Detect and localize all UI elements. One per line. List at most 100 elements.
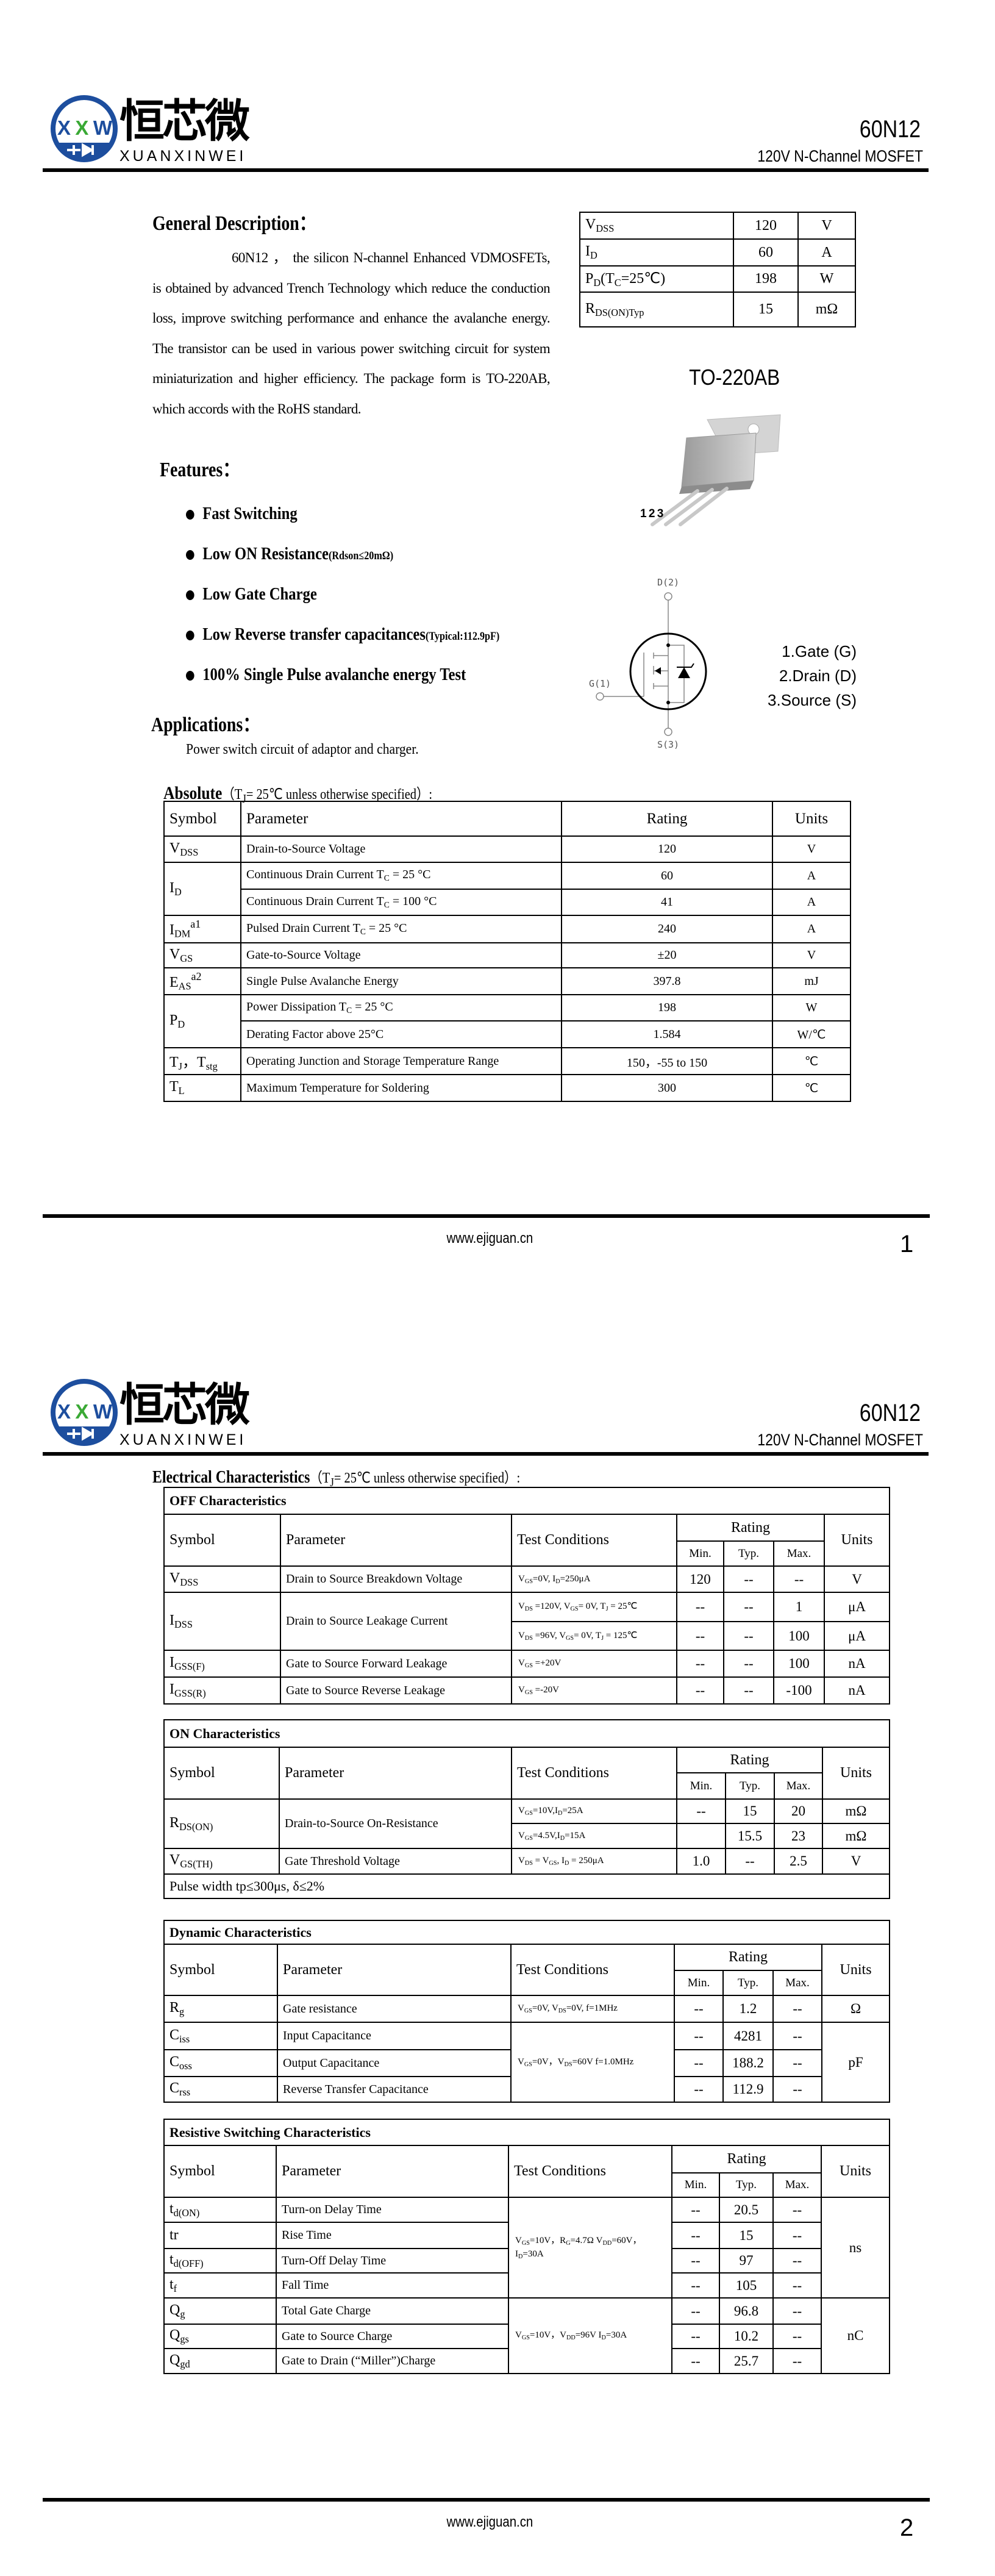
conditions-cell: VGS=0V, VDS=0V, f=1MHz — [510, 1995, 675, 2023]
part-subtitle: 120V N-Channel MOSFET — [757, 147, 923, 165]
max-cell: 23 — [774, 1823, 823, 1849]
feature-item: Fast Switching — [186, 504, 298, 524]
footer-divider — [43, 1214, 930, 1218]
column-header: Min. — [671, 2172, 720, 2198]
table-row: IDSS Drain to Source Leakage Current VDS =… — [163, 1592, 891, 1651]
typ-cell: 96.8 — [719, 2297, 774, 2325]
max-cell: 1 — [773, 1592, 825, 1622]
units-cell: A — [772, 915, 851, 943]
spec-row: PD(TC=25℃) 198 W — [579, 265, 856, 293]
parameter-cell: Turn-Off Delay Time — [276, 2248, 509, 2274]
table-row: Qgd Gate to Drain (“Miller”)Charge -- 25.7-… — [163, 2348, 890, 2374]
units-cell: Ω — [821, 1995, 891, 2023]
parameter-cell: Gate to Source Forward Leakage — [280, 1650, 512, 1678]
rating-cell: 198 — [561, 994, 773, 1021]
bullet-icon — [186, 671, 194, 681]
symbol-cell: VDSS — [163, 835, 241, 863]
symbol-cell: IGSS(F) — [163, 1650, 281, 1678]
units-cell: nA — [823, 1650, 891, 1678]
typ-cell: -- — [723, 1565, 774, 1593]
typ-cell: 1.2 — [722, 1995, 774, 2023]
bullet-icon — [186, 550, 194, 560]
characteristics-table: Dynamic Characteristics Symbol Parameter Te… — [163, 1920, 891, 2103]
typ-cell: -- — [723, 1676, 774, 1705]
max-cell: -- — [772, 2049, 822, 2077]
column-header: Units — [820, 2145, 891, 2198]
parameter-cell: Gate Threshold Voltage — [279, 1848, 512, 1875]
parameter-cell: Continuous Drain Current TC = 100 °C — [240, 889, 562, 916]
min-cell: -- — [676, 1798, 726, 1824]
feature-label: Low Gate Charge — [202, 584, 317, 604]
feature-item: Low Reverse transfer capacitances(Typica… — [186, 624, 499, 645]
symbol-cell: Rg — [163, 1995, 278, 2023]
spec-unit: A — [797, 238, 856, 267]
footer-website[interactable]: www.ejiguan.cn — [446, 2514, 533, 2530]
column-header: Units — [821, 1747, 891, 1800]
footer-website[interactable]: www.ejiguan.cn — [446, 1230, 533, 1247]
page-number: 1 — [900, 1231, 914, 1258]
table-row: EASa2 Single Pulse Avalanche Energy 397.8 m… — [163, 967, 851, 995]
feature-item: Low Gate Charge — [186, 584, 317, 604]
table-note: Pulse width tp≤300μs, δ≤2% — [163, 1873, 891, 1899]
column-header: Test Conditions — [510, 1944, 675, 1996]
symbol-cell: Ciss — [163, 2022, 278, 2050]
typ-cell: 20.5 — [719, 2197, 774, 2223]
mosfet-schematic: D(2) S(3) G(1) — [589, 577, 707, 750]
max-cell: -- — [772, 2272, 822, 2299]
table-row: VDS =96V, VGS= 0V, TJ = 125℃ -- -- 100 μA — [164, 1621, 891, 1651]
spec-symbol: PD(TC=25℃) — [579, 265, 734, 293]
symbol-cell: Qgd — [163, 2348, 277, 2374]
absolute-title: Absolute — [163, 783, 223, 803]
spec-value: 60 — [733, 238, 799, 267]
conditions-cell: VGS=10V，RG=4.7Ω VDD=60V，ID=30A — [508, 2197, 672, 2299]
min-cell: -- — [671, 2297, 720, 2325]
units-cell: W/℃ — [772, 1020, 851, 1048]
table-row: Ciss Input Capacitance VGS=0V，VDS=60V f=1.… — [163, 2022, 891, 2103]
table-row: Qg Total Gate Charge VGS=10V，VDD=96V ID=30… — [163, 2297, 891, 2374]
spec-symbol: ID — [579, 238, 734, 267]
min-cell: 1.0 — [676, 1848, 726, 1875]
table-row: IGSS(F) Gate to Source Forward Leakage VGS… — [163, 1650, 891, 1678]
parameter-cell: Drain to Source Breakdown Voltage — [280, 1565, 512, 1593]
parameter-cell: Drain-to-Source Voltage — [240, 835, 562, 863]
rating-cell: 240 — [561, 915, 773, 943]
pin-1: 1.Gate (G) — [782, 642, 857, 660]
pin-numbers: 1 2 3 — [640, 507, 664, 520]
min-cell: -- — [674, 2076, 724, 2103]
table-row: Crss Reverse Transfer Capacitance -- 112.9-… — [163, 2076, 890, 2103]
conditions-cell: VGS=0V, ID=250μA — [511, 1565, 677, 1593]
conditions-cell: VGS=10V，VDD=96V ID=30A — [508, 2297, 672, 2374]
feature-label: Fast Switching — [202, 504, 298, 523]
package-name: TO-220AB — [689, 365, 780, 390]
typ-cell: 97 — [719, 2248, 774, 2274]
table-row: tr Rise Time -- 15 -- — [163, 2222, 890, 2249]
parameter-cell: Power Dissipation TC = 25 °C — [240, 994, 562, 1021]
rating-cell: ±20 — [561, 942, 773, 968]
max-cell: -- — [772, 2248, 822, 2274]
symbol-cell: RDS(ON) — [163, 1798, 280, 1849]
parameter-cell: Gate to Source Charge — [276, 2324, 509, 2349]
column-header: Typ. — [722, 1970, 774, 1996]
typ-cell: 112.9 — [722, 2076, 774, 2103]
column-header: Typ. — [719, 2172, 774, 2198]
table-row: VGS Gate-to-Source Voltage ±20 V — [163, 942, 851, 968]
parameter-cell: Output Capacitance — [277, 2049, 512, 2077]
symbol-cell: td(OFF) — [163, 2248, 277, 2274]
part-number: 60N12 — [859, 116, 921, 143]
feature-note: (Typical:112.9pF) — [425, 630, 500, 643]
column-header: Parameter — [240, 801, 562, 837]
column-header: Parameter — [276, 2145, 509, 2198]
table-row: VDSS Drain to Source Breakdown Voltage VGS… — [163, 1565, 891, 1593]
spec-unit: mΩ — [797, 292, 856, 327]
parameter-cell: Drain-to-Source On-Resistance — [279, 1798, 512, 1849]
parameter-cell: Continuous Drain Current TC = 25 °C — [240, 862, 562, 890]
symbol-cell: Coss — [163, 2049, 278, 2077]
min-cell: -- — [676, 1592, 724, 1622]
symbol-cell: IDMa1 — [163, 915, 241, 943]
units-cell: V — [821, 1848, 891, 1875]
logo-chinese-name: 恒芯微 — [119, 95, 250, 148]
column-header: Test Conditions — [508, 2145, 672, 2198]
table-row: VDSS Drain-to-Source Voltage 120 V — [163, 835, 851, 863]
units-cell: μA — [823, 1621, 891, 1651]
